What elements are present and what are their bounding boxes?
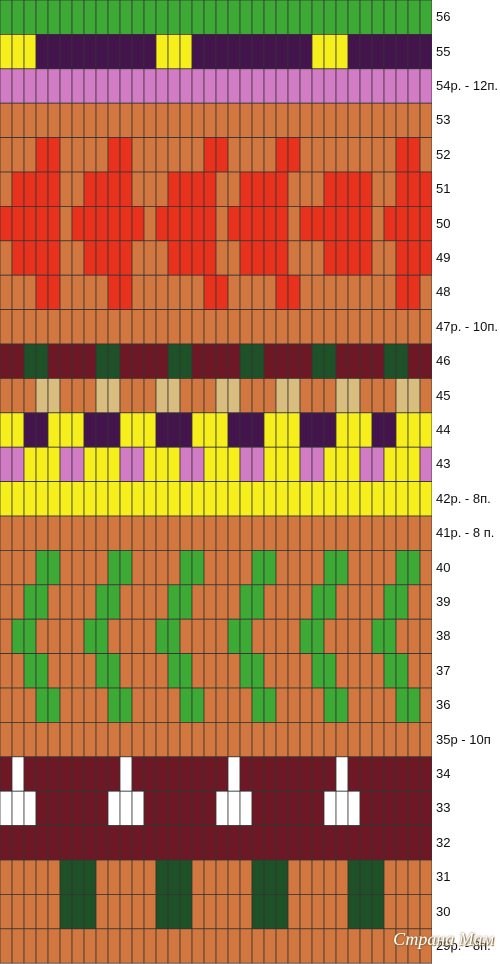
row-label: 35р - 10п — [436, 731, 491, 747]
row-label: 33 — [436, 800, 451, 816]
chart-row-26 — [0, 894, 432, 930]
chart-row-16 — [0, 550, 432, 586]
row-label: 39 — [436, 594, 451, 609]
row-label: 42р. - 8п. — [436, 490, 491, 506]
row-label: 50 — [436, 215, 451, 231]
row-label: 51 — [436, 181, 451, 197]
chart-row-9 — [0, 309, 432, 345]
chart-row-15 — [0, 515, 432, 551]
row-label: 45 — [436, 387, 451, 403]
row-label: 52 — [436, 146, 451, 162]
row-label: 36 — [436, 697, 451, 713]
chart-row-8 — [0, 274, 432, 311]
chart-row-24 — [0, 825, 432, 861]
chart-row-20 — [0, 687, 432, 723]
chart-row-1 — [0, 34, 432, 70]
chart-row-5 — [0, 171, 432, 207]
chart-row-10 — [0, 343, 432, 379]
row-label: 46 — [436, 353, 451, 369]
row-label: 40 — [436, 559, 451, 575]
row-label: 30 — [436, 903, 451, 919]
row-label: 54р. - 12п. — [436, 78, 498, 93]
row-label: 41р. - 8 п. — [436, 525, 495, 541]
chart-row-14 — [0, 481, 432, 517]
row-label: 43 — [436, 456, 451, 472]
row-label: 37 — [436, 662, 451, 678]
row-label: 49 — [436, 250, 451, 265]
row-label: 44 — [436, 422, 451, 437]
chart-row-27 — [0, 928, 432, 964]
chart-row-13 — [0, 446, 432, 483]
row-label: 55 — [436, 43, 451, 59]
row-label: 47р. - 10п. — [436, 318, 498, 334]
chart-row-22 — [0, 756, 432, 792]
chart-row-17 — [0, 584, 432, 620]
site-watermark: Страна Мам — [393, 929, 494, 949]
row-label: 32 — [436, 834, 451, 850]
row-label: 31 — [436, 869, 451, 885]
chart-row-6 — [0, 205, 432, 242]
chart-row-21 — [0, 722, 432, 758]
row-label: 34 — [436, 766, 451, 781]
chart-row-0 — [0, 0, 432, 35]
row-label: 56 — [436, 9, 451, 25]
chart-row-7 — [0, 240, 432, 276]
chart-row-23 — [0, 790, 432, 827]
row-label: 29р. - 8п. — [436, 938, 491, 953]
row-label: 53 — [436, 112, 451, 128]
chart-row-18 — [0, 618, 432, 655]
chart-row-3 — [0, 102, 432, 138]
stitch-cell — [419, 928, 432, 964]
row-label: 48 — [436, 284, 451, 300]
knitting-chart-grid — [0, 0, 432, 964]
row-label: 38 — [436, 628, 451, 644]
chart-row-25 — [0, 859, 432, 895]
